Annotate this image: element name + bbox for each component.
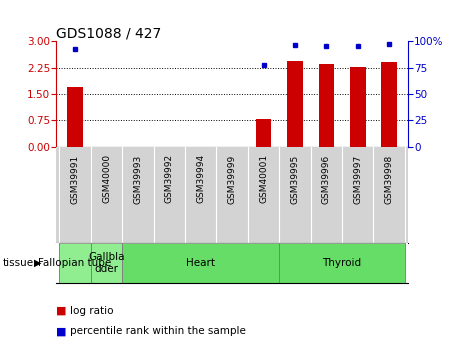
Text: tissue: tissue: [2, 258, 33, 268]
Text: GSM40000: GSM40000: [102, 154, 111, 204]
Text: Gallbla
dder: Gallbla dder: [88, 252, 125, 274]
Text: percentile rank within the sample: percentile rank within the sample: [70, 326, 246, 336]
Text: GSM39997: GSM39997: [353, 154, 362, 204]
Text: GDS1088 / 427: GDS1088 / 427: [56, 26, 161, 40]
Text: GSM40001: GSM40001: [259, 154, 268, 204]
Bar: [256, 119, 272, 147]
Text: Heart: Heart: [186, 258, 215, 268]
Bar: [350, 67, 366, 147]
Text: ■: ■: [56, 326, 67, 336]
Text: GSM39994: GSM39994: [196, 154, 205, 204]
Bar: [287, 61, 303, 147]
Text: ▶: ▶: [34, 258, 41, 268]
Bar: [60, 243, 91, 283]
Bar: [279, 243, 405, 283]
Bar: [318, 64, 334, 147]
Text: GSM39995: GSM39995: [290, 154, 300, 204]
Bar: [91, 243, 122, 283]
Text: ■: ■: [56, 306, 67, 315]
Text: log ratio: log ratio: [70, 306, 114, 315]
Text: GSM39999: GSM39999: [227, 154, 237, 204]
Text: GSM39992: GSM39992: [165, 154, 174, 204]
Bar: [67, 87, 83, 147]
Text: GSM39998: GSM39998: [385, 154, 393, 204]
Text: GSM39996: GSM39996: [322, 154, 331, 204]
Text: Fallopian tube: Fallopian tube: [38, 258, 112, 268]
Text: GSM39991: GSM39991: [71, 154, 80, 204]
Bar: [122, 243, 279, 283]
Text: Thyroid: Thyroid: [323, 258, 362, 268]
Text: GSM39993: GSM39993: [134, 154, 143, 204]
Bar: [381, 62, 397, 147]
